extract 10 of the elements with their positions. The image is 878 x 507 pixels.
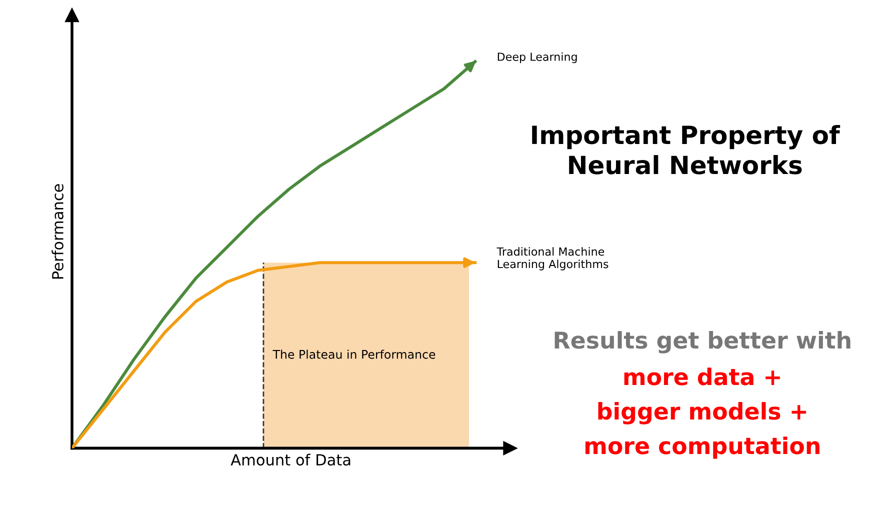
legend-label: Traditional Machine Learning Algorithms (496, 247, 608, 270)
text: more data + (624, 368, 780, 386)
text: bigger models + (598, 402, 806, 424)
legend-label: Deep Learning (498, 52, 577, 64)
text: Results get better with (554, 331, 850, 354)
annotation: The Plateau in Performance (272, 350, 436, 359)
text: more computation (585, 436, 820, 459)
y-axis-title: Performance (52, 184, 64, 279)
x-axis-title: Amount of Data (230, 454, 350, 466)
text: Important Property of Neural Networks (532, 124, 840, 174)
